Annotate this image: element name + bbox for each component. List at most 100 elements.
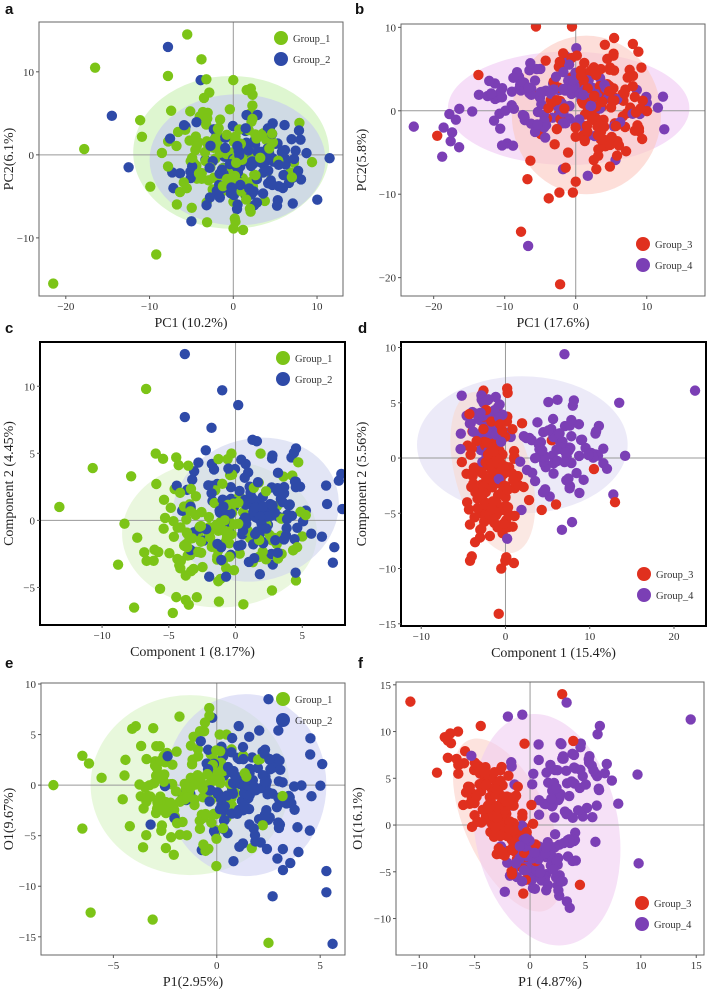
x-tick-label: 0 [233,630,239,642]
point-group_4 [594,720,606,732]
point-group_4 [599,767,611,779]
plot-frame [400,341,707,627]
point-group_2 [223,463,234,474]
y-tick-label: −5 [23,582,35,594]
point-group_4 [518,865,530,876]
point-group_3 [516,418,528,429]
point-group_1 [112,559,124,570]
point-group_2 [226,182,237,193]
point-group_1 [148,555,159,566]
point-group_4 [633,858,644,869]
point-group_1 [286,172,298,183]
point-group_4 [508,72,519,84]
x-tick-label: −20 [57,301,75,313]
plot-frame [400,23,706,297]
point-group_4 [566,431,577,442]
point-group_4 [580,779,592,790]
point-group_3 [508,557,520,569]
point-group_1 [162,161,174,172]
point-group_1 [147,914,158,925]
legend-label: Group_3 [656,570,693,581]
y-tick-label: −15 [19,932,37,944]
point-group_2 [315,780,326,791]
point-group_4 [566,414,577,426]
x-tick-label: −5 [163,630,175,642]
point-group_4 [534,867,546,878]
point-group_4 [533,809,545,820]
point-group_1 [148,722,159,734]
x-tick-label: −10 [141,301,159,313]
point-group_1 [201,74,212,85]
point-group_1 [203,511,215,523]
y-tick-label: 15 [380,680,392,692]
point-group_3 [512,781,523,792]
y-tick-label: 10 [25,679,37,691]
point-group_2 [254,725,265,736]
point-group_2 [234,841,245,852]
point-group_1 [153,546,164,558]
legend-marker-group_3 [637,567,651,581]
point-group_4 [445,136,456,147]
point-group_4 [532,417,543,428]
point-group_4 [561,765,572,777]
point-group_3 [604,139,616,151]
point-group_1 [178,540,190,551]
point-group_1 [255,152,266,164]
point-group_1 [238,599,249,610]
point-group_2 [202,744,214,755]
x-axis-title: Component 1 (15.4%) [491,646,616,661]
point-group_2 [324,152,335,164]
point-group_1 [263,937,274,949]
legend-marker-group_4 [635,917,649,931]
point-group_2 [262,789,273,800]
point-group_3 [560,162,571,173]
point-group_4 [516,76,527,87]
point-group_4 [446,127,458,138]
point-group_1 [185,483,197,495]
y-axis-title: O1(9.67%) [2,787,17,850]
point-group_3 [588,463,600,475]
point-group_4 [540,132,551,143]
point-group_1 [96,772,107,784]
point-group_4 [464,418,476,429]
point-group_3 [585,65,597,77]
point-group_1 [181,514,192,525]
point-group_2 [272,195,283,206]
point-group_1 [203,175,214,186]
point-group_4 [496,140,508,151]
point-group_4 [567,748,578,760]
point-group_2 [228,856,239,867]
point-group_1 [221,528,232,539]
point-group_1 [172,522,183,533]
point-group_2 [203,571,215,582]
point-group_1 [193,168,205,179]
legend-marker-group_4 [636,258,650,272]
point-group_2 [321,887,332,898]
point-group_4 [436,151,448,162]
point-group_4 [532,106,544,118]
point-group_2 [277,864,289,876]
point-group_1 [119,518,130,529]
point-group_2 [250,501,261,513]
point-group_4 [560,447,571,458]
point-group_3 [488,831,500,843]
point-group_1 [139,547,150,558]
point-group_3 [503,770,514,782]
point-group_4 [496,92,508,103]
point-group_3 [543,193,554,204]
legend: Group_1 Group_2 [274,31,330,66]
x-tick-label: 10 [584,631,596,643]
point-group_1 [257,546,268,557]
point-group_1 [160,842,172,854]
point-group_2 [191,117,202,128]
point-group_1 [151,249,162,260]
point-group_3 [507,423,518,435]
point-group_1 [174,560,185,571]
point-group_3 [487,496,499,507]
point-group_1 [196,506,207,518]
panel-letter: a [5,1,14,18]
point-group_3 [456,456,468,468]
point-group_4 [488,115,500,126]
point-group_2 [225,508,236,519]
